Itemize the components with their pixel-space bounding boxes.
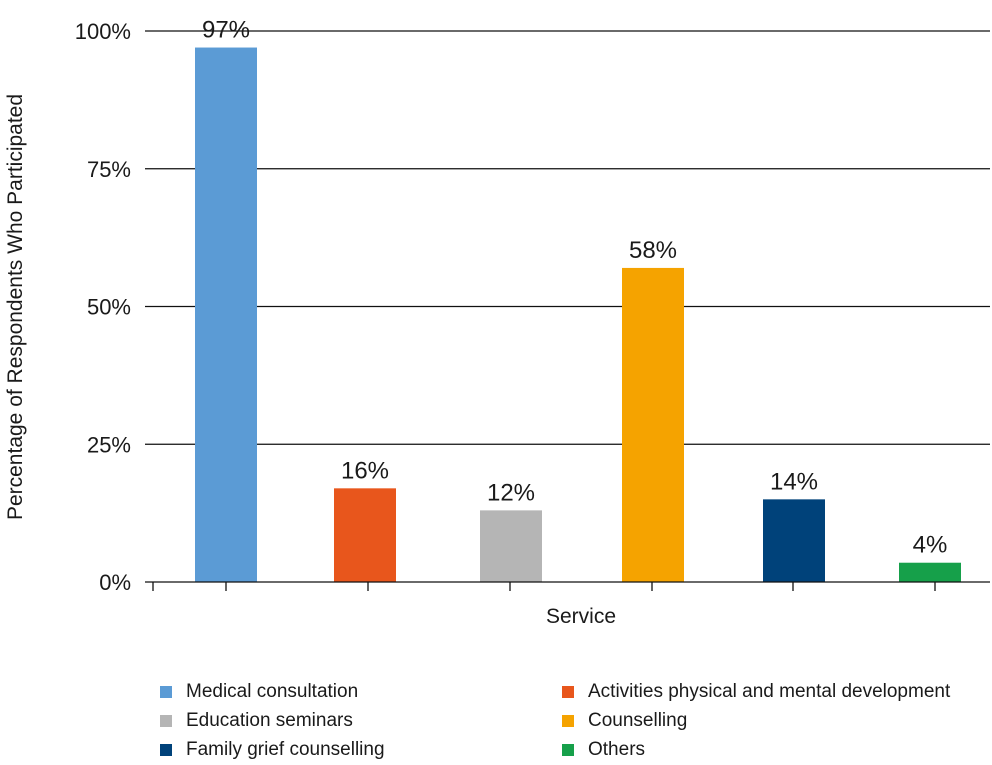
legend-swatch xyxy=(562,715,574,727)
legend-item-others: Others xyxy=(562,738,645,762)
bar xyxy=(763,499,825,582)
y-tick-label: 0% xyxy=(99,570,131,595)
legend-label: Medical consultation xyxy=(186,681,359,702)
legend-swatch xyxy=(160,686,172,698)
y-tick-label: 25% xyxy=(87,432,131,457)
legend-swatch xyxy=(562,744,574,756)
bar xyxy=(622,267,684,582)
bar-value-label: 58% xyxy=(629,237,677,264)
gridlines xyxy=(145,30,990,445)
legend-label: Family grief counselling xyxy=(186,739,385,760)
legend-item-family-grief-counselling: Family grief counselling xyxy=(160,738,385,762)
legend-label: Others xyxy=(588,739,646,760)
bar xyxy=(480,510,542,582)
legend-label: Activities physical and mental developme… xyxy=(588,681,951,702)
bar-value-label: 97% xyxy=(202,17,250,44)
bar xyxy=(195,47,257,582)
legend-item-counselling: Counselling xyxy=(562,709,687,733)
bar-value-label: 4% xyxy=(913,532,948,559)
bar-value-label: 14% xyxy=(770,468,818,495)
legend-swatch xyxy=(160,715,172,727)
y-axis-title: Percentage of Respondents Who Participat… xyxy=(4,94,27,520)
legend-item-medical-consultation: Medical consultation xyxy=(160,680,358,704)
bar-value-label: 16% xyxy=(341,457,389,484)
legend-swatch xyxy=(562,686,574,698)
legend-item-activities: Activities physical and mental developme… xyxy=(562,680,950,704)
x-axis-title: Service xyxy=(546,605,616,628)
bar xyxy=(899,562,961,582)
y-tick-label: 75% xyxy=(87,157,131,182)
legend-swatch xyxy=(160,744,172,756)
legend-label: Education seminars xyxy=(186,710,353,731)
bar-value-label: 12% xyxy=(487,479,535,506)
y-tick-label: 50% xyxy=(87,295,131,320)
legend-label: Counselling xyxy=(588,710,688,731)
legend-item-education-seminars: Education seminars xyxy=(160,709,353,733)
y-tick-label: 100% xyxy=(75,19,131,44)
axes: 0% 25% 50% 75% 100% xyxy=(75,19,990,595)
bars: 97% 16% 12% 58% 14% 4% xyxy=(195,17,961,582)
bar xyxy=(334,488,396,582)
